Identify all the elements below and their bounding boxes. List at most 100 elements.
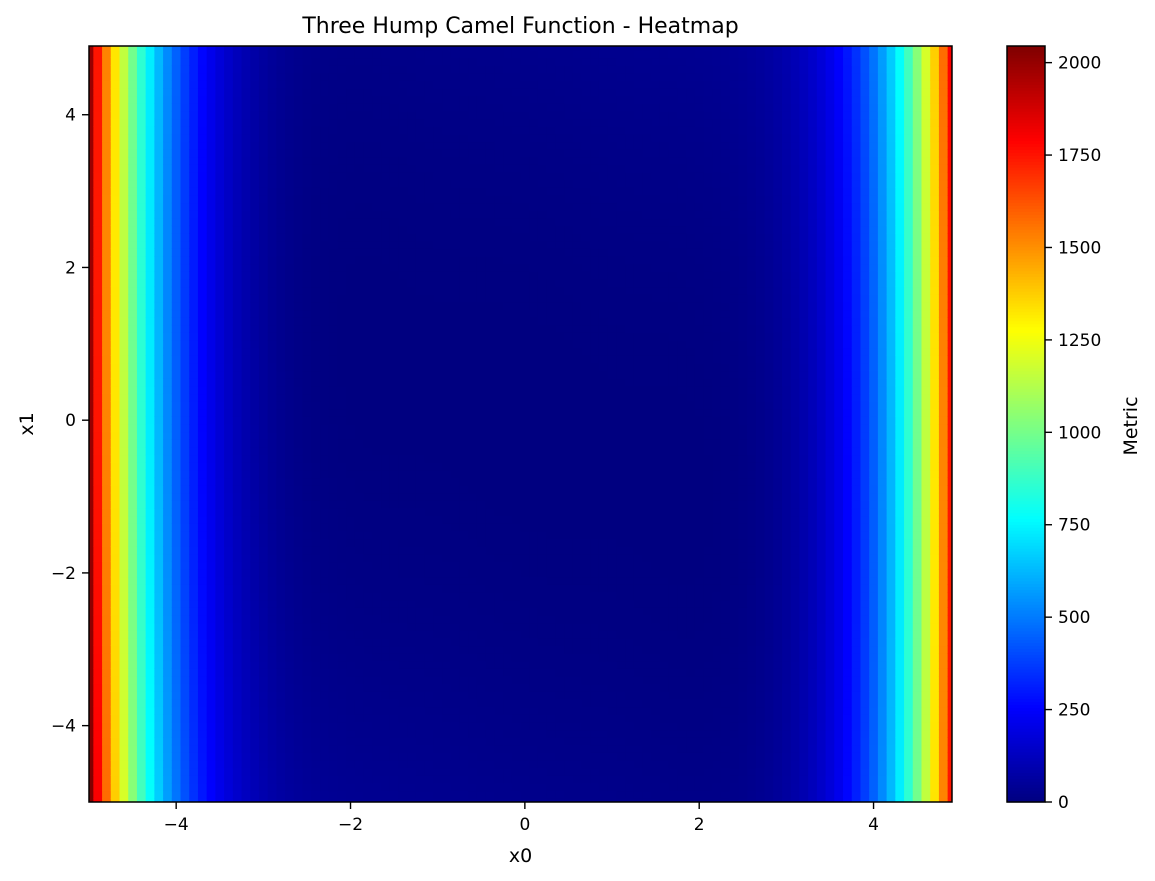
heatmap-cell — [250, 546, 260, 555]
heatmap-cell — [119, 317, 129, 326]
heatmap-cell — [136, 691, 147, 700]
heatmap-cell — [468, 286, 478, 295]
heatmap-cell — [232, 278, 243, 288]
heatmap-cell — [389, 469, 400, 479]
heatmap-cell — [503, 622, 513, 631]
heatmap-cell — [415, 149, 426, 158]
heatmap-cell — [424, 592, 434, 601]
heatmap-cell — [494, 576, 504, 585]
heatmap-cell — [346, 332, 356, 341]
heatmap-cell — [145, 179, 155, 188]
heatmap-cell — [424, 416, 434, 425]
heatmap-cell — [476, 217, 487, 227]
heatmap-cell — [154, 110, 164, 120]
heatmap-cell — [258, 332, 269, 341]
heatmap-cell — [128, 668, 138, 677]
heatmap-cell — [372, 614, 382, 624]
heatmap-cell — [433, 607, 443, 616]
heatmap-cell — [354, 187, 365, 196]
heatmap-cell — [424, 798, 434, 802]
heatmap-cell — [424, 744, 434, 753]
heatmap-cell — [381, 133, 391, 143]
heatmap-cell — [372, 49, 382, 59]
heatmap-cell — [442, 553, 452, 563]
heatmap-cell — [293, 500, 304, 509]
heatmap-cell — [407, 133, 417, 143]
heatmap-cell — [258, 683, 269, 692]
heatmap-cell — [206, 462, 216, 471]
heatmap-cell — [171, 324, 182, 333]
heatmap-cell — [503, 637, 513, 647]
heatmap-cell — [511, 378, 522, 387]
heatmap-cell — [372, 515, 382, 524]
heatmap-cell — [189, 721, 199, 731]
heatmap-cell — [285, 133, 295, 143]
heatmap-cell — [346, 309, 356, 318]
heatmap-cell — [119, 271, 129, 280]
heatmap-cell — [511, 217, 522, 227]
heatmap-cell — [398, 156, 408, 165]
heatmap-cell — [206, 149, 216, 158]
heatmap-cell — [119, 538, 129, 547]
heatmap-cell — [232, 57, 243, 66]
heatmap-cell — [163, 278, 173, 288]
heatmap-cell — [424, 782, 434, 792]
heatmap-cell — [450, 485, 461, 494]
heatmap-cell — [163, 477, 173, 486]
heatmap-cell — [468, 278, 478, 288]
heatmap-cell — [476, 714, 487, 723]
heatmap-cell — [511, 737, 522, 746]
heatmap-cell — [241, 660, 251, 669]
heatmap-cell — [102, 737, 112, 746]
heatmap-cell — [206, 118, 216, 127]
heatmap-cell — [389, 210, 400, 219]
heatmap-cell — [119, 416, 129, 425]
heatmap-cell — [511, 439, 522, 448]
heatmap-cell — [285, 576, 295, 585]
heatmap-cell — [102, 156, 112, 165]
heatmap-cell — [459, 683, 469, 692]
heatmap-cell — [102, 401, 112, 410]
heatmap-cell — [232, 576, 243, 585]
heatmap-cell — [476, 340, 487, 349]
heatmap-cell — [372, 233, 382, 242]
heatmap-cell — [337, 592, 347, 601]
heatmap-cell — [215, 233, 225, 242]
heatmap-cell — [276, 210, 286, 219]
heatmap-cell — [407, 454, 417, 463]
heatmap-cell — [302, 424, 312, 433]
heatmap-cell — [206, 317, 216, 326]
heatmap-cell — [258, 286, 269, 295]
heatmap-cell — [311, 309, 321, 318]
heatmap-cell — [372, 57, 382, 66]
heatmap-cell — [320, 271, 330, 280]
heatmap-cell — [476, 156, 487, 165]
heatmap-cell — [250, 103, 260, 112]
heatmap-cell — [302, 332, 312, 341]
heatmap-cell — [89, 737, 94, 746]
heatmap-cell — [102, 340, 112, 349]
heatmap-cell — [346, 530, 356, 540]
heatmap-cell — [476, 469, 487, 479]
heatmap-cell — [215, 584, 225, 593]
heatmap-cell — [494, 561, 504, 570]
heatmap-cell — [407, 80, 417, 89]
heatmap-cell — [485, 347, 495, 356]
heatmap-cell — [171, 782, 182, 792]
heatmap-cell — [102, 248, 112, 257]
heatmap-cell — [320, 95, 330, 104]
heatmap-cell — [154, 553, 164, 563]
heatmap-cell — [442, 523, 452, 532]
heatmap-cell — [354, 347, 365, 356]
heatmap-cell — [407, 46, 417, 51]
heatmap-cell — [389, 676, 400, 685]
heatmap-cell — [450, 500, 461, 509]
heatmap-cell — [346, 729, 356, 738]
heatmap-cell — [119, 103, 129, 112]
heatmap-cell — [250, 263, 260, 272]
heatmap-cell — [311, 385, 321, 395]
heatmap-cell — [476, 309, 487, 318]
heatmap-cell — [276, 782, 286, 792]
heatmap-cell — [468, 210, 478, 219]
heatmap-cell — [180, 286, 190, 295]
